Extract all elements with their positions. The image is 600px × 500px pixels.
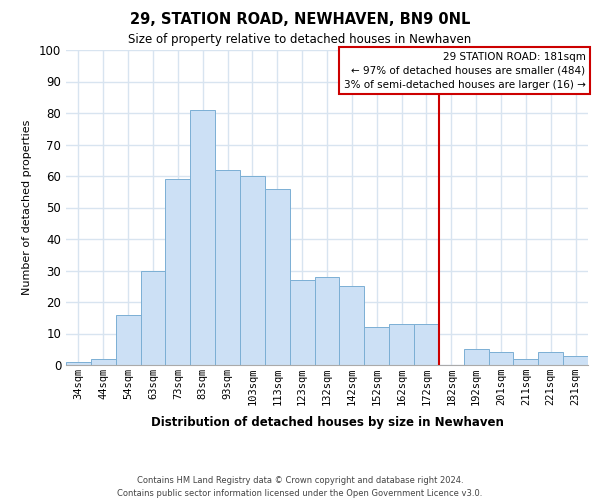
Bar — [66, 362, 91, 365]
Bar — [166, 179, 190, 365]
Text: 29, STATION ROAD, NEWHAVEN, BN9 0NL: 29, STATION ROAD, NEWHAVEN, BN9 0NL — [130, 12, 470, 28]
Text: 29 STATION ROAD: 181sqm
← 97% of detached houses are smaller (484)
3% of semi-de: 29 STATION ROAD: 181sqm ← 97% of detache… — [344, 52, 586, 90]
Bar — [116, 314, 140, 365]
Bar — [514, 358, 538, 365]
Bar — [314, 277, 340, 365]
Bar — [464, 349, 488, 365]
Text: Size of property relative to detached houses in Newhaven: Size of property relative to detached ho… — [128, 32, 472, 46]
Text: Contains HM Land Registry data © Crown copyright and database right 2024.
Contai: Contains HM Land Registry data © Crown c… — [118, 476, 482, 498]
Bar — [389, 324, 414, 365]
Bar — [538, 352, 563, 365]
Bar — [240, 176, 265, 365]
Bar — [290, 280, 314, 365]
X-axis label: Distribution of detached houses by size in Newhaven: Distribution of detached houses by size … — [151, 416, 503, 430]
Bar — [190, 110, 215, 365]
Bar — [91, 358, 116, 365]
Bar — [265, 188, 290, 365]
Y-axis label: Number of detached properties: Number of detached properties — [22, 120, 32, 295]
Bar — [364, 327, 389, 365]
Bar — [340, 286, 364, 365]
Bar — [215, 170, 240, 365]
Bar — [414, 324, 439, 365]
Bar — [563, 356, 588, 365]
Bar — [140, 270, 166, 365]
Bar — [488, 352, 514, 365]
